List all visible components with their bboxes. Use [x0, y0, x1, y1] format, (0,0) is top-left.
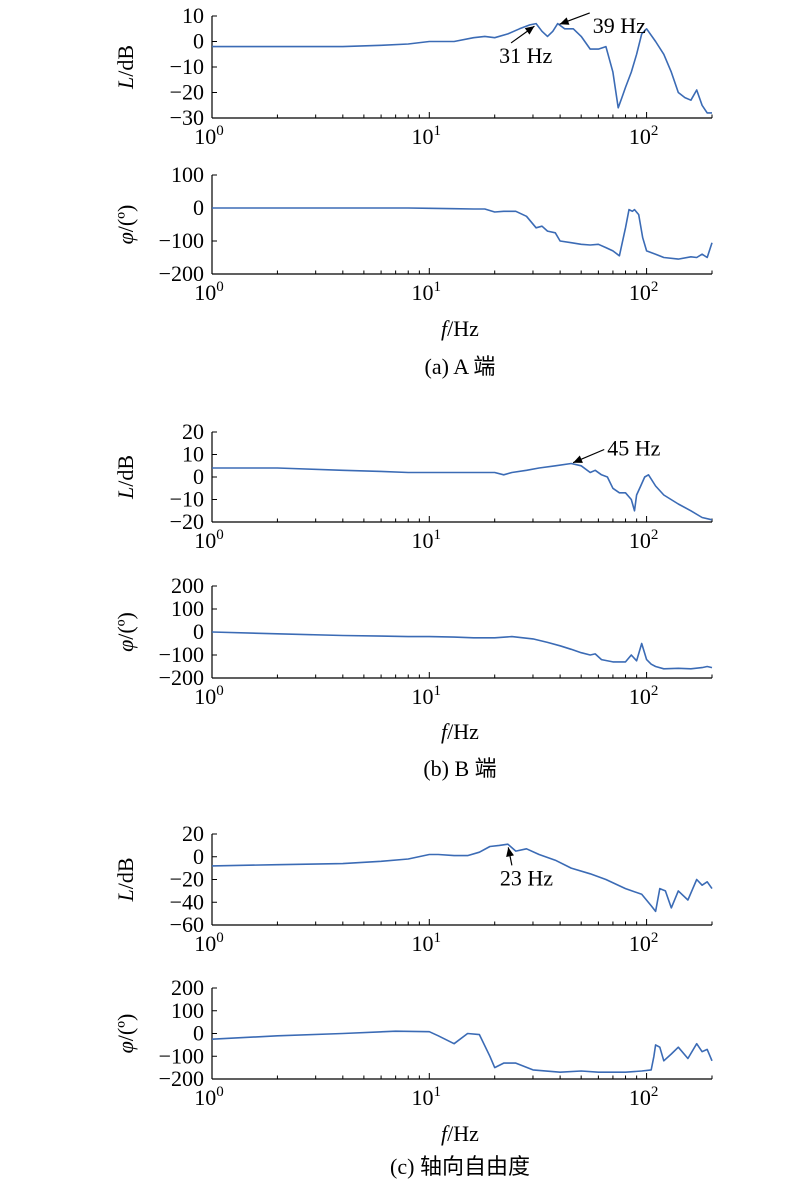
x-tick-label: 100 — [194, 1084, 224, 1110]
series-line — [212, 462, 713, 521]
y-tick-label: 10 — [182, 3, 204, 28]
x-axis-label: f/Hz — [441, 1121, 479, 1146]
x-tick-label: 100 — [194, 123, 224, 149]
y-tick-label: 10 — [182, 442, 204, 467]
y-tick-label: 200 — [171, 573, 204, 598]
y-tick-label: 0 — [193, 619, 204, 644]
y-axis-label: L/dB — [113, 857, 138, 902]
x-tick-label: 101 — [412, 1084, 442, 1110]
y-axis-label: L/dB — [113, 455, 138, 500]
y-tick-label: 0 — [193, 844, 204, 869]
x-tick-label: 102 — [629, 123, 659, 149]
x-tick-label: 100 — [194, 279, 224, 305]
y-tick-label: 0 — [193, 1021, 204, 1046]
x-tick-label: 100 — [194, 683, 224, 709]
y-tick-label: 200 — [171, 975, 204, 1000]
annotation-arrow-head — [559, 17, 570, 25]
y-tick-label: −20 — [170, 867, 204, 892]
caption-a: (a) A 端 — [425, 354, 496, 379]
annotation-label: 39 Hz — [593, 13, 646, 38]
y-tick-label: −20 — [170, 80, 204, 105]
series-line — [212, 207, 713, 260]
x-tick-label: 102 — [629, 683, 659, 709]
y-tick-label: −200 — [159, 261, 204, 286]
series-line — [211, 631, 713, 670]
x-axis-label: f/Hz — [441, 719, 479, 744]
x-tick-label: 102 — [629, 527, 659, 553]
x-axis-label: f/Hz — [441, 316, 479, 341]
y-tick-label: −10 — [170, 54, 204, 79]
x-tick-label: 100 — [194, 930, 224, 956]
series-line — [211, 843, 713, 913]
series-line — [212, 22, 712, 114]
annotation-label: 45 Hz — [607, 436, 660, 461]
y-tick-label: 0 — [193, 195, 204, 220]
x-tick-label: 100 — [194, 527, 224, 553]
y-tick-label: −100 — [159, 642, 204, 667]
y-tick-label: −60 — [170, 912, 204, 937]
annotation-arrow-head — [573, 455, 583, 463]
y-tick-label: 100 — [171, 998, 204, 1023]
y-tick-label: −100 — [159, 1043, 204, 1068]
x-tick-label: 102 — [629, 1084, 659, 1110]
annotation-arrow-head — [506, 847, 514, 857]
y-tick-label: 100 — [171, 596, 204, 621]
x-tick-label: 101 — [412, 930, 442, 956]
y-tick-label: −10 — [170, 487, 204, 512]
series-line — [211, 1030, 713, 1073]
y-tick-label: 20 — [182, 419, 204, 444]
caption-c: (c) 轴向自由度 — [390, 1154, 530, 1179]
y-tick-label: 100 — [171, 162, 204, 187]
y-axis-label: L/dB — [113, 45, 138, 90]
y-tick-label: 0 — [193, 29, 204, 54]
x-tick-label: 101 — [412, 527, 442, 553]
caption-b: (b) B 端 — [423, 756, 496, 781]
y-tick-label: 0 — [193, 464, 204, 489]
x-tick-label: 101 — [412, 683, 442, 709]
y-tick-label: 20 — [182, 821, 204, 846]
y-axis-label: φ/(º) — [113, 205, 138, 245]
y-tick-label: −30 — [170, 105, 204, 130]
y-tick-label: −40 — [170, 889, 204, 914]
x-tick-label: 101 — [412, 279, 442, 305]
y-tick-label: −20 — [170, 509, 204, 534]
y-axis-label: φ/(º) — [113, 1014, 138, 1054]
x-tick-label: 102 — [629, 279, 659, 305]
annotation-label: 31 Hz — [499, 43, 552, 68]
y-tick-label: −200 — [159, 1066, 204, 1091]
y-tick-label: −200 — [159, 665, 204, 690]
y-tick-label: −100 — [159, 228, 204, 253]
y-axis-label: φ/(º) — [113, 612, 138, 652]
x-tick-label: 101 — [412, 123, 442, 149]
annotation-arrow-head — [524, 26, 535, 35]
annotation-label: 23 Hz — [500, 865, 553, 890]
x-tick-label: 102 — [629, 930, 659, 956]
